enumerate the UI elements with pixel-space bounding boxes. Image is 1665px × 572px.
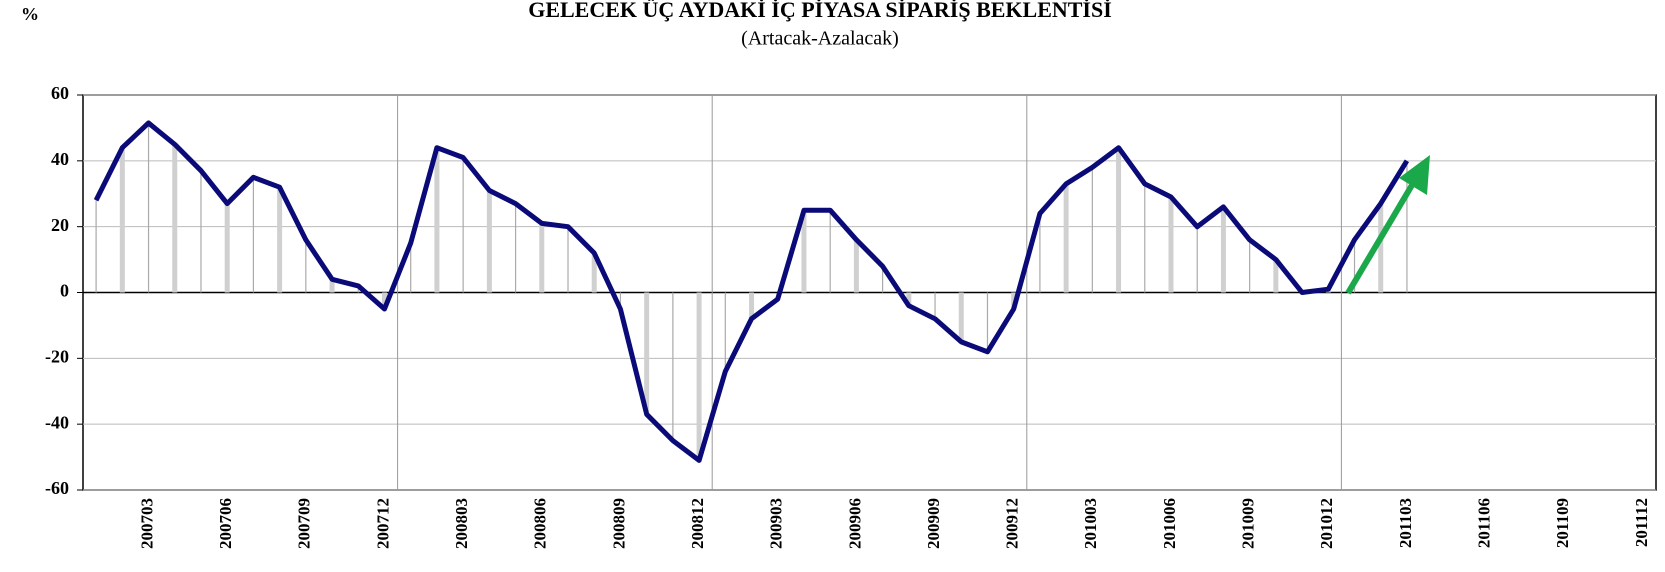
- x-tick-label: 200906: [845, 498, 864, 549]
- y-tick-label: -40: [45, 412, 69, 432]
- x-tick-label: 201006: [1160, 498, 1179, 549]
- y-tick-label: -20: [45, 346, 69, 366]
- series-line: [93, 120, 1410, 463]
- y-tick-label: 40: [51, 149, 69, 169]
- y-tick-label: 60: [51, 83, 69, 103]
- chart-subtitle: (Artacak-Azalacak): [741, 28, 899, 50]
- x-tick-label: 200709: [295, 498, 314, 549]
- x-tick-label: 201009: [1239, 498, 1258, 549]
- x-tick-label: 201106: [1474, 498, 1493, 548]
- x-tick-label: 200809: [609, 498, 628, 549]
- x-tick-label: 200712: [373, 498, 392, 549]
- x-tick-label: 200803: [452, 498, 471, 549]
- y-axis-label: %: [21, 4, 39, 24]
- x-tick-label: 200806: [531, 498, 550, 549]
- y-tick-label: 20: [51, 215, 69, 235]
- x-tick-label: 200703: [137, 498, 156, 549]
- x-tick-label: 200909: [924, 498, 943, 549]
- y-tick-label: -60: [45, 478, 69, 498]
- x-tick-label: 201109: [1553, 498, 1572, 548]
- x-tick-label: 201103: [1396, 498, 1415, 548]
- x-tick-label: 200706: [216, 498, 235, 549]
- x-tick-label: 200912: [1003, 498, 1022, 549]
- y-tick-label: 0: [60, 281, 69, 301]
- x-tick-label: 201112: [1632, 498, 1651, 547]
- x-tick-label: 201003: [1081, 498, 1100, 549]
- chart-title: GELECEK ÜÇ AYDAKİ İÇ PİYASA SİPARİŞ BEKL…: [528, 0, 1112, 22]
- arrow-head: [1399, 155, 1430, 195]
- arrow-shaft: [1345, 173, 1421, 295]
- x-tick-label: 200812: [688, 498, 707, 549]
- x-tick-label: 200903: [767, 498, 786, 549]
- x-tick-label: 201012: [1317, 498, 1336, 549]
